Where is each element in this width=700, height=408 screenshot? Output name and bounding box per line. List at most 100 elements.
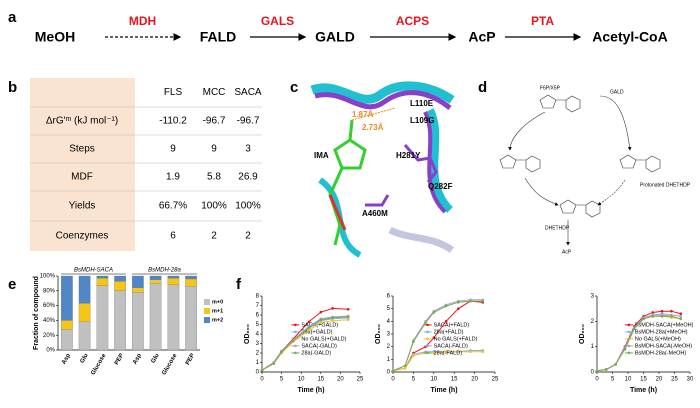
- series-marker: [391, 369, 395, 373]
- table-label-column: [30, 78, 135, 251]
- series-marker: [280, 350, 283, 354]
- legend-label: SACA(+FALD): [434, 322, 470, 328]
- table-cell: 26.9: [238, 172, 258, 183]
- series-marker: [481, 350, 485, 354]
- legend-marker: [426, 323, 429, 327]
- x-axis-label: Time (h): [297, 387, 324, 394]
- series-marker: [346, 308, 350, 311]
- y-tick-label: 5: [256, 322, 260, 328]
- y-tick-label: 2: [256, 351, 260, 357]
- table-header: SACA: [234, 87, 262, 98]
- y-tick-label: 3: [387, 332, 391, 338]
- series-marker: [605, 368, 608, 371]
- bar-segment: [167, 284, 180, 351]
- legend-label: m+1: [212, 308, 223, 314]
- bar-segment: [149, 275, 162, 280]
- x-tick-label: PEP: [185, 353, 196, 366]
- y-tick-label: 20%: [43, 333, 56, 339]
- series-marker: [346, 318, 350, 322]
- series-line: [261, 315, 349, 371]
- x-tick-label: Glu: [151, 352, 161, 364]
- bar-segment: [149, 279, 162, 284]
- table-cell: -96.7: [203, 116, 226, 127]
- x-tick-label: Asp: [61, 353, 72, 366]
- series-marker: [331, 319, 334, 323]
- structure-image: [308, 76, 455, 258]
- x-tick-label: 5: [280, 377, 284, 383]
- series-marker: [432, 351, 436, 355]
- y-axis-label: OD₆₀₀: [579, 324, 586, 344]
- panel-label: a: [8, 9, 17, 26]
- structure-label: L110E: [410, 99, 434, 108]
- legend-label: BsMDH-28a(+MeOH): [635, 329, 688, 335]
- x-tick-label: 0: [595, 377, 599, 383]
- x-tick-label: Glucose: [90, 352, 107, 376]
- table-cell: 6: [170, 231, 176, 242]
- table-cell: 2: [245, 231, 251, 242]
- enzyme-label: ACPS: [396, 14, 429, 28]
- series-marker: [614, 363, 617, 366]
- legend-label: 28a(+GALD): [301, 329, 332, 335]
- group-label: BsMDH-28a: [148, 268, 181, 274]
- series-marker: [679, 314, 682, 318]
- pathway-node: FALD: [200, 29, 237, 45]
- series-marker: [319, 318, 323, 322]
- x-tick-label: 10: [298, 377, 305, 383]
- x-tick-label: 0: [260, 377, 264, 383]
- bar-segment: [185, 278, 197, 287]
- series-marker: [331, 316, 334, 320]
- panel-label: f: [236, 276, 242, 293]
- y-tick-label: 60%: [43, 303, 56, 309]
- x-tick-label: 15: [317, 377, 324, 383]
- panel-label: e: [8, 276, 16, 293]
- y-tick-label: 0: [256, 370, 260, 376]
- bar-segment: [78, 321, 91, 351]
- pathway-node: AcP: [468, 29, 495, 45]
- x-tick-label: 10: [430, 377, 437, 383]
- series-marker: [670, 314, 673, 318]
- series-marker: [403, 366, 407, 370]
- series-marker: [670, 309, 673, 313]
- mechanism-label: Protonated DHETHDP: [640, 182, 691, 188]
- y-tick-label: 5: [387, 306, 391, 312]
- legend-label: No GALS(+MeOH): [635, 336, 681, 342]
- panel-label: d: [478, 79, 487, 96]
- table-header: FLS: [164, 87, 183, 98]
- mechanism-scheme: [499, 94, 661, 246]
- y-tick-label: 2: [591, 319, 595, 325]
- y-tick-label: 100%: [40, 274, 56, 280]
- series-marker: [456, 307, 460, 310]
- legend-label: m+2: [212, 317, 223, 323]
- bar-segment: [61, 329, 73, 351]
- group-label: BsMDH-SACA: [74, 268, 113, 274]
- x-tick-label: Asp: [132, 353, 143, 366]
- series-line: [261, 316, 349, 371]
- x-tick-label: 25: [357, 377, 364, 383]
- series-marker: [260, 368, 264, 372]
- x-tick-label: 15: [451, 377, 458, 383]
- legend-label: 28a(+FALD): [434, 329, 464, 335]
- series-marker: [632, 327, 636, 331]
- x-tick-label: 0: [391, 377, 395, 383]
- legend-marker: [426, 337, 429, 341]
- bar-segment: [96, 278, 109, 286]
- series-marker: [679, 312, 682, 316]
- x-tick-label: Glucose: [161, 352, 178, 376]
- y-tick-label: 6: [387, 294, 391, 300]
- table-cell: -96.7: [237, 116, 260, 127]
- table-cell: -110.2: [159, 116, 187, 127]
- legend-swatch: [204, 317, 210, 323]
- y-tick-label: 4: [387, 319, 391, 325]
- structure-label: L109G: [410, 116, 434, 125]
- table-cell: 2: [211, 231, 217, 242]
- bar-segment: [185, 286, 197, 351]
- bar-segment: [96, 285, 109, 351]
- bar-segment: [78, 275, 91, 304]
- series-marker: [469, 350, 472, 354]
- bar-segment: [114, 281, 126, 291]
- mechanism-label: GALD: [610, 89, 624, 95]
- table-cell: 5.8: [207, 172, 221, 183]
- legend-label: SACA(+GALD): [301, 322, 338, 328]
- series-marker: [403, 364, 407, 367]
